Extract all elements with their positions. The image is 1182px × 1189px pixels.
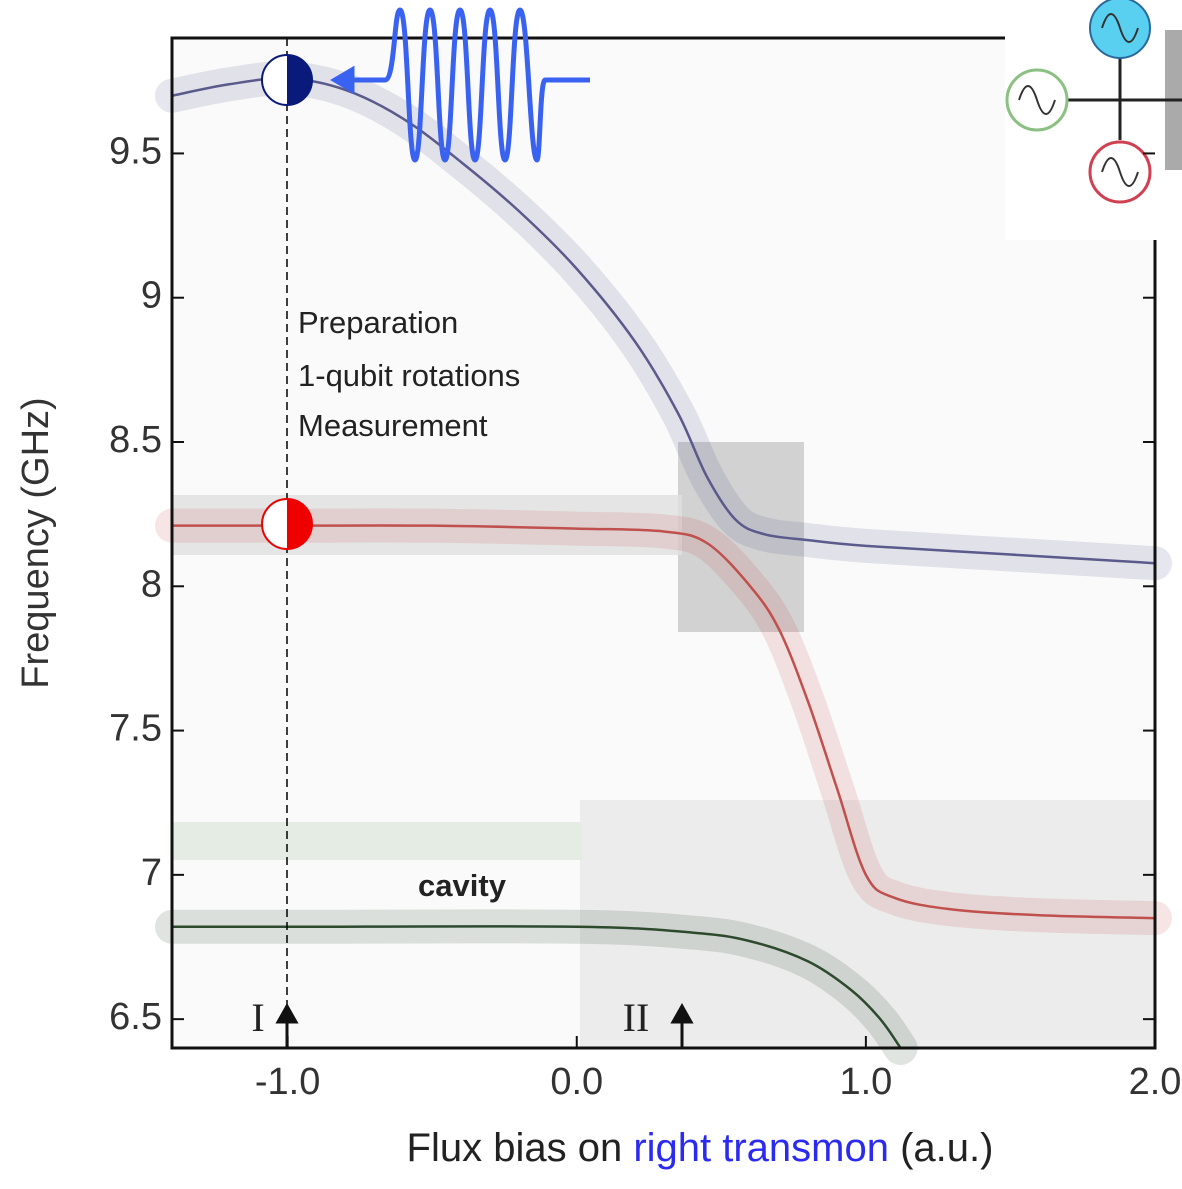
annotation: cavity: [418, 868, 507, 903]
y-tick-label: 6.5: [109, 996, 162, 1038]
data-line: [172, 524, 1156, 920]
y-tick-label: 8.5: [109, 419, 162, 461]
qubit-left: [261, 54, 313, 106]
pulse: [330, 7, 590, 163]
y-tick-label: 9: [141, 275, 162, 317]
arrow: [670, 1002, 694, 1048]
y-tick-label: 7.5: [109, 708, 162, 750]
qubit-right: [261, 498, 313, 550]
annotation: 1-qubit rotations: [298, 358, 520, 393]
plot-area: [155, 61, 1172, 1065]
annotation: Measurement: [298, 408, 488, 443]
x-axis-label: Flux bias on right transmon (a.u.): [407, 1126, 994, 1170]
x-axis-label-part: Flux bias on: [407, 1126, 634, 1170]
data-line: [172, 925, 902, 1049]
x-tick-label: -1.0: [255, 1061, 320, 1103]
circuit-icon: [1005, 0, 1182, 240]
x-axis-label-part: (a.u.): [889, 1126, 993, 1170]
y-tick-label: 7: [141, 852, 162, 894]
y-tick-label: 9.5: [109, 130, 162, 172]
annotation: Preparation: [298, 305, 458, 340]
x-tick-label: 0.0: [550, 1061, 603, 1103]
x-tick-label: 1.0: [839, 1061, 892, 1103]
shaded-region: [172, 822, 582, 860]
x-axis-label-highlight: right transmon: [633, 1126, 889, 1170]
data-line: [171, 77, 1156, 565]
annotation: I: [251, 995, 264, 1040]
plot-frame: [170, 36, 1157, 1050]
y-tick-label: 8: [141, 563, 162, 605]
x-tick-label: 2.0: [1129, 1061, 1182, 1103]
annotation: II: [623, 995, 650, 1040]
arrow: [275, 1002, 299, 1048]
y-axis-label: Frequency (GHz): [15, 397, 57, 688]
